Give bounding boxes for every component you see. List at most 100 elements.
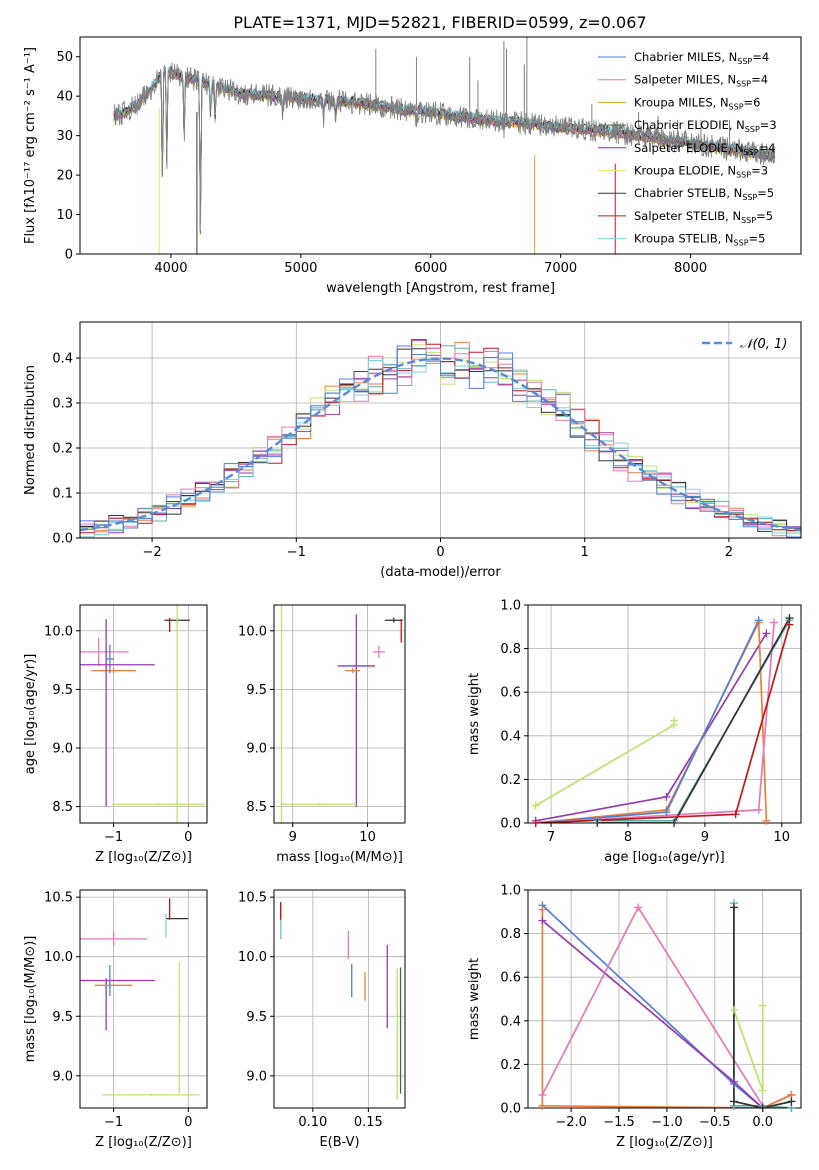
- y-tick-label: 20: [56, 169, 73, 184]
- age_vs_z-axes: −1 0 8.5 9.0 9.5 10.0 Z [log₁₀(Z/Z⊙)] age [log₁…: [23, 604, 208, 865]
- x-tick-label: 7: [547, 830, 555, 845]
- y-tick-label: 10.0: [238, 950, 267, 965]
- x-tick-label: 5000: [284, 261, 317, 276]
- x-tick-label: 0: [436, 545, 444, 560]
- weight-marker: [731, 810, 740, 819]
- legend-label: Kroupa MILES, NSSP=6: [634, 95, 760, 111]
- mass_weight_vs_age-axes: 7 8 9 10 0.0 0.2 0.4 0.6 0.8 1.0 age [log₁₀(age/yr…: [467, 599, 802, 865]
- y-axis-label: age [log₁₀(age/yr)]: [23, 654, 38, 775]
- weight-marker: [758, 1086, 767, 1095]
- weight-line-purple: [535, 632, 768, 822]
- x-axis-label: Z [log₁₀(Z/Z⊙)]: [95, 850, 192, 865]
- x-tick-label: 0.15: [354, 1115, 383, 1130]
- weight-marker: [758, 1001, 767, 1010]
- legend-suffix: =4: [759, 141, 776, 155]
- axes-frame: [527, 889, 802, 1109]
- axes-frame: [273, 889, 406, 1109]
- y-axis-label: mass weight: [467, 673, 482, 755]
- legend-subscript: SSP: [737, 57, 752, 66]
- weight-marker: [531, 801, 540, 810]
- weight-line-orange: [535, 622, 768, 823]
- residual-histogram-chabrier_miles: [80, 345, 801, 538]
- residuals-axes: −2 −1 0 1 2 0.0 0.1 0.2 0.3 0.4 (data-model)/error…: [23, 321, 802, 580]
- legend-suffix: =5: [749, 232, 766, 246]
- x-axis-label: E(B-V): [319, 1135, 359, 1150]
- mass_weight_vs_z-plot-area: [541, 903, 792, 1108]
- y-axis-label: mass weight: [467, 958, 482, 1040]
- y-tick-label: 0.1: [52, 487, 73, 502]
- x-tick-label: −2: [143, 545, 162, 560]
- weight-line-salpeter_stelib: [535, 624, 791, 823]
- y-tick-label: 9.5: [246, 1010, 267, 1025]
- y-tick-label: 50: [56, 50, 73, 65]
- weight-marker: [538, 905, 547, 914]
- x-tick-label: 0: [184, 1115, 192, 1130]
- axes-frame: [273, 604, 406, 824]
- legend-label: Chabrier STELIB, NSSP=5: [634, 186, 774, 202]
- weight-line-orange: [541, 909, 792, 1108]
- residual-histogram-salpeter_miles: [80, 347, 801, 538]
- weight-marker: [593, 819, 602, 827]
- weight-line-chabrier_stelib: [733, 907, 792, 1108]
- y-tick-label: 10.0: [44, 950, 73, 965]
- x-tick-label: −1: [104, 1115, 123, 1130]
- x-tick-label: 2: [725, 545, 733, 560]
- plots-layer: 4000 5000 6000 7000 800001020304050wavelengt…: [23, 36, 802, 1150]
- x-tick-label: 9: [701, 830, 709, 845]
- x-tick-label: 10: [359, 830, 376, 845]
- weight-marker: [538, 1090, 547, 1099]
- legend-label: Salpeter STELIB, NSSP=5: [634, 209, 773, 225]
- spectrum-legend: Chabrier MILES, NSSP=4 Salpeter MILES, NS…: [598, 50, 777, 248]
- weight-marker: [758, 1104, 767, 1112]
- weight-marker: [729, 1077, 738, 1086]
- legend-suffix: =4: [751, 73, 768, 87]
- axes-frame: [79, 604, 208, 824]
- x-tick-label: 1: [581, 545, 589, 560]
- axes-frame: [79, 889, 208, 1109]
- y-tick-label: 9.0: [246, 741, 267, 756]
- x-axis-label: Z [log₁₀(Z/Z⊙)]: [616, 1135, 713, 1150]
- y-tick-label: 0.4: [500, 729, 521, 744]
- weight-marker: [787, 1097, 796, 1106]
- y-tick-label: 0.3: [52, 397, 73, 412]
- legend-subscript: SSP: [741, 216, 756, 225]
- y-tick-label: 30: [56, 129, 73, 144]
- legend-subscript: SSP: [734, 239, 749, 248]
- x-axis-label: (data-model)/error: [380, 565, 501, 580]
- axes-frame: [527, 604, 802, 824]
- weight-marker: [729, 1097, 738, 1106]
- weight-line-lime: [733, 1005, 764, 1091]
- mass_weight_vs_z-axes: −2.0 −1.5 −1.0 −0.5 0.0 0.0 0.2 0.4 0.6 0.8 1.0 Z […: [467, 884, 802, 1150]
- legend-suffix: =3: [760, 118, 777, 132]
- x-tick-label: 0.0: [752, 1115, 773, 1130]
- x-tick-label: 0: [184, 830, 192, 845]
- weight-marker: [754, 616, 763, 625]
- y-axis-label: mass [log₁₀(M/M⊙)]: [23, 936, 38, 1063]
- y-tick-label: 0.8: [500, 927, 521, 942]
- legend-suffix: =5: [756, 209, 773, 223]
- weight-marker: [662, 808, 671, 817]
- y-tick-label: 0.2: [500, 773, 521, 788]
- legend-suffix: =3: [751, 164, 768, 178]
- weight-marker: [785, 620, 794, 629]
- x-tick-label: 8000: [674, 261, 707, 276]
- y-tick-label: 0.0: [52, 532, 73, 547]
- normal-curve: [80, 357, 801, 532]
- x-tick-label: −2.0: [555, 1115, 587, 1130]
- weight-marker: [670, 716, 679, 725]
- y-tick-label: 0.6: [500, 971, 521, 986]
- legend-subscript: SSP: [745, 125, 760, 134]
- spectrum-axes: 4000 5000 6000 7000 8000 0 10 20 30 40 50 wavelengt…: [23, 36, 802, 296]
- y-tick-label: 1.0: [500, 884, 521, 899]
- x-axis-label: Z [log₁₀(Z/Z⊙)]: [95, 1135, 192, 1150]
- legend-label: Salpeter ELODIE, NSSP=4: [634, 141, 776, 157]
- weight-marker: [662, 792, 671, 801]
- legend-suffix: =6: [744, 95, 761, 109]
- x-tick-label: 8: [624, 830, 632, 845]
- y-tick-label: 9.5: [246, 683, 267, 698]
- x-tick-label: 9: [289, 830, 297, 845]
- mass_vs_ebv-plot-area: [280, 901, 402, 1100]
- x-tick-label: 6000: [414, 261, 447, 276]
- y-tick-label: 0.8: [500, 642, 521, 657]
